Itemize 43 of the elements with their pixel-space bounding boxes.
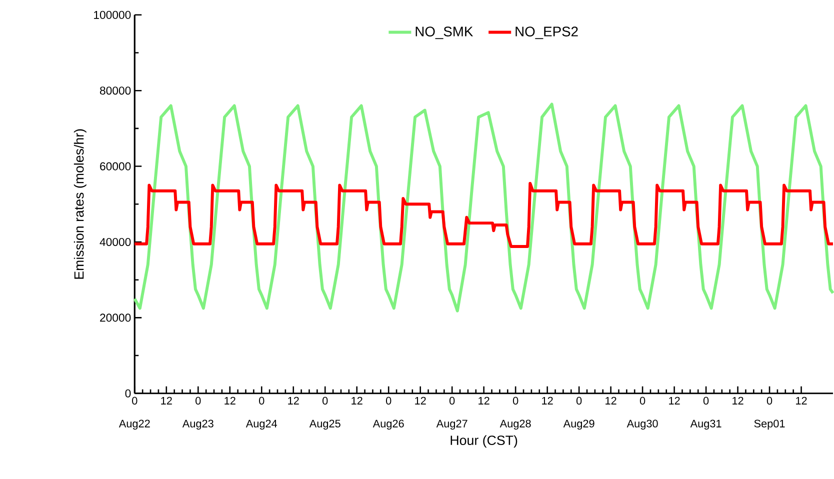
y-tick-label: 60000 (100, 162, 131, 170)
x2-tick-label: Aug26 (372, 420, 404, 430)
legend-label: NO_EPS2 (516, 26, 578, 40)
x2-tick-label: Sep01 (754, 420, 785, 430)
x-tick-label: 12 (352, 396, 362, 405)
x-tick-label: 0 (640, 396, 646, 405)
x-tick-label: 0 (322, 396, 328, 405)
y-tick-label: 0 (125, 389, 131, 398)
x2-tick-label: Aug28 (500, 420, 531, 430)
x-tick-label: 12 (224, 396, 236, 405)
x2-tick-label: Aug25 (309, 420, 340, 430)
x-tick-label: 12 (415, 396, 426, 405)
x2-tick-label: Aug22 (118, 420, 150, 430)
y-axis-title: Emission rates (moles/hr) (74, 129, 86, 279)
x-tick-label: 12 (732, 396, 744, 405)
x-tick-label: 12 (161, 396, 172, 405)
y-tick-label: 40000 (100, 238, 131, 246)
x-tick-label: 12 (669, 396, 680, 405)
x2-tick-label: Aug24 (246, 420, 278, 430)
x-tick-label: 12 (796, 396, 807, 405)
x2-tick-label: Aug31 (690, 420, 722, 430)
x-tick-label: 0 (576, 396, 582, 405)
x2-tick-label: Aug23 (182, 420, 214, 430)
x2-tick-label: Aug30 (626, 420, 658, 430)
legend-label: NO_SMK (416, 26, 474, 40)
y-tick-label: 100000 (94, 10, 131, 20)
x-tick-label: 0 (512, 396, 518, 405)
x-tick-label: 0 (132, 396, 138, 405)
x-tick-label: 0 (259, 396, 264, 405)
x-tick-label: 12 (478, 396, 490, 405)
x-tick-label: 12 (288, 396, 299, 405)
x2-tick-label: Aug27 (436, 420, 468, 430)
y-tick-label: 80000 (100, 86, 131, 95)
x-tick-label: 12 (606, 396, 616, 405)
x-tick-label: 0 (196, 396, 201, 405)
x2-tick-label: Aug29 (563, 420, 594, 430)
x-tick-label: 0 (386, 396, 392, 405)
x-tick-label: 0 (766, 396, 772, 405)
x-tick-label: 0 (449, 396, 455, 405)
x-tick-label: 12 (542, 396, 553, 405)
x-axis-title: Hour (CST) (450, 435, 518, 448)
x-tick-label: 0 (703, 396, 709, 405)
y-tick-label: 20000 (100, 314, 131, 322)
